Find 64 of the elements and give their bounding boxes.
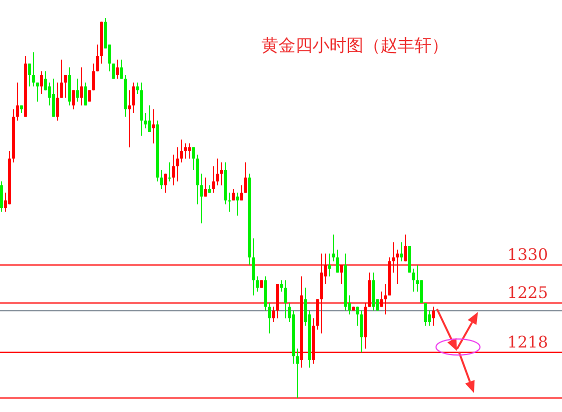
candlestick [200, 173, 203, 224]
candlestick [184, 142, 187, 160]
candlestick [32, 52, 35, 87]
candlestick [432, 306, 435, 326]
candlestick [160, 170, 163, 190]
candlestick [336, 249, 339, 274]
candlestick [0, 180, 3, 212]
candlestick [136, 82, 139, 94]
candlestick [244, 162, 247, 194]
candlestick [164, 173, 167, 194]
candlestick [232, 188, 235, 201]
candlestick [60, 59, 63, 98]
candlestick [404, 234, 407, 262]
candlestick [116, 59, 119, 80]
candlestick [36, 82, 39, 102]
candlestick [328, 253, 331, 277]
candlestick [400, 242, 403, 262]
candlestick [240, 184, 243, 201]
candlestick [272, 306, 275, 322]
text: 黄金四小时图（赵丰轩） [262, 36, 448, 55]
candlestick [296, 348, 299, 398]
candlestick [128, 90, 131, 148]
candlestick [212, 166, 215, 194]
text: 1218 [507, 332, 548, 352]
candlestick [356, 306, 359, 326]
candlestick [84, 82, 87, 106]
candlestick [148, 104, 151, 132]
candlestick [424, 302, 427, 326]
candlestick [40, 70, 43, 94]
candlestick [56, 82, 59, 122]
candlestick [192, 146, 195, 170]
candlestick [172, 154, 175, 186]
candlestick [28, 63, 31, 87]
candlestick [284, 280, 287, 319]
candlestick [64, 74, 67, 98]
candlestick [188, 142, 191, 160]
candlestick [220, 162, 223, 186]
candlestick [168, 162, 171, 182]
candlestick [144, 112, 147, 129]
candlestick [72, 90, 75, 110]
candlestick [52, 78, 55, 118]
candlestick [180, 139, 183, 163]
candlestick [132, 82, 135, 114]
candlestick [16, 82, 19, 122]
candlestick [332, 234, 335, 262]
candlestick [216, 158, 219, 186]
candlestick [360, 310, 363, 353]
text: 1330 [507, 245, 548, 264]
candlestick [152, 108, 155, 144]
candlestick [80, 66, 83, 106]
candlestick [252, 238, 255, 296]
candlestick [204, 177, 207, 198]
candlestick [176, 146, 179, 182]
candlestick [268, 302, 271, 334]
candlestick [280, 280, 283, 292]
candlestick [236, 192, 239, 216]
candlestick [412, 268, 415, 292]
candlestick [76, 78, 79, 102]
candlestick [228, 192, 231, 212]
text: 1225 [507, 283, 548, 302]
candlestick [96, 44, 99, 72]
candlestick [92, 63, 95, 91]
candlestick [256, 276, 259, 292]
candlestick [120, 59, 123, 80]
